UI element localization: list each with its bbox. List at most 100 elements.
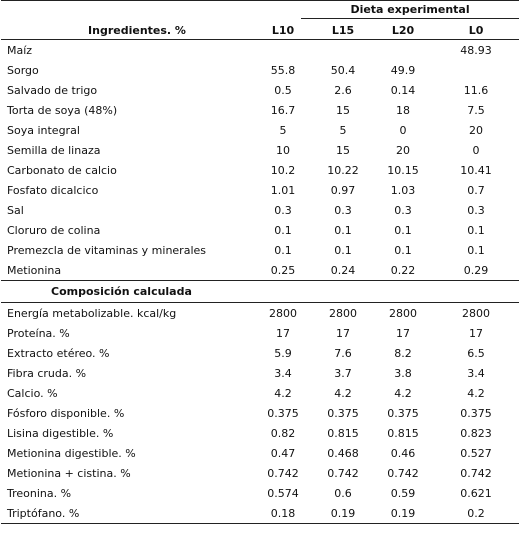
row-label: Triptófano. % [1, 503, 253, 524]
row-label: Salvado de trigo [7, 83, 98, 97]
row-value: 0.19 [373, 503, 433, 524]
row-label: Maíz [7, 43, 33, 57]
row-value: 0.1 [467, 223, 485, 237]
ingredients-row: Metionina 0.25 0.24 0.22 0.29 [1, 260, 520, 281]
row-value: 4.2 [394, 386, 412, 400]
row-value: 7.5 [467, 103, 485, 117]
row-value: 0.5 [274, 83, 292, 97]
row-value: 20 [396, 143, 410, 157]
row-value: 11.6 [463, 83, 489, 97]
ingredients-header: Ingredientes. % [1, 21, 253, 40]
row-value: 0.19 [313, 503, 373, 524]
row-label: Energía metabolizable. kcal/kg [7, 306, 177, 320]
row-value: 50.4 [330, 63, 356, 77]
composition-row: Extracto etéreo. % 5.9 7.6 8.2 6.5 [1, 343, 519, 363]
row-label: Treonina. % [7, 486, 72, 500]
row-value: 55.8 [270, 63, 296, 77]
row-label: Calcio. % [7, 386, 58, 400]
row-value: 2800 [329, 306, 357, 320]
row-value: 0.1 [274, 243, 292, 257]
composition-row: Calcio. % 4.2 4.2 4.2 4.2 [1, 383, 519, 403]
row-value: 15 [336, 143, 350, 157]
row-label: Cloruro de colina [7, 223, 101, 237]
row-label: Sal [7, 203, 24, 217]
row-value: 20 [469, 123, 484, 137]
ingredients-row: Fosfato dicalcico 1.01 0.97 1.03 0.7 [1, 180, 519, 200]
ingredients-row: Sorgo 55.8 50.4 49.9 [1, 60, 519, 80]
row-value: 2.6 [334, 83, 352, 97]
row-value: 0.14 [390, 83, 416, 97]
row-value [433, 60, 519, 80]
row-value: 0.621 [460, 486, 492, 500]
row-value: 8.2 [394, 346, 412, 360]
row-label: Soya integral [7, 123, 80, 137]
row-value: 0.1 [274, 223, 292, 237]
row-value: 0.527 [460, 446, 492, 460]
composition-row: Fósforo disponible. % 0.375 0.375 0.375 0.37… [1, 403, 519, 423]
row-value: 0.815 [387, 426, 419, 440]
row-value: 6.5 [467, 346, 485, 360]
row-value: 0.82 [270, 426, 296, 440]
row-value: 7.6 [334, 346, 352, 360]
row-value [313, 40, 373, 61]
row-value: 5 [339, 123, 347, 137]
ingredients-row: Carbonato de calcio 10.2 10.22 10.15 10.41 [1, 160, 519, 180]
row-value: 5 [279, 123, 287, 137]
ingredients-row: Sal 0.3 0.3 0.3 0.3 [1, 200, 519, 220]
row-label: Semilla de linaza [7, 143, 101, 157]
ingredients-row: Torta de soya (48%) 16.7 15 18 7.5 [1, 100, 519, 120]
row-value: 18 [396, 103, 410, 117]
row-value [253, 40, 313, 61]
composition-row: Energía metabolizable. kcal/kg 2800 2800 28… [1, 303, 519, 324]
row-label: Torta de soya (48%) [7, 103, 118, 117]
row-label: Premezcla de vitaminas y minerales [7, 243, 206, 257]
ingredients-row: Salvado de trigo 0.5 2.6 0.14 11.6 [1, 80, 519, 100]
composition-row: Triptófano. % 0.18 0.19 0.19 0.2 [1, 503, 520, 524]
diet-group-title-cell: Dieta experimental [253, 0, 520, 21]
row-value: 0 [399, 123, 407, 137]
row-value: 3.4 [274, 366, 292, 380]
row-value: 0.742 [387, 466, 419, 480]
row-value: 4.2 [274, 386, 292, 400]
row-value: 0.2 [433, 503, 520, 524]
row-value: 4.2 [334, 386, 352, 400]
composition-row: Metionina + cistina. % 0.742 0.742 0.742 0.7… [1, 463, 519, 483]
row-value: 17 [276, 326, 290, 340]
row-label: Extracto etéreo. % [7, 346, 110, 360]
row-value: 5.9 [274, 346, 292, 360]
row-value: 2800 [462, 306, 491, 320]
row-value: 0.3 [334, 203, 352, 217]
row-label: Fosfato dicalcico [7, 183, 99, 197]
row-value: 0.815 [327, 426, 359, 440]
row-value: 0.1 [334, 243, 352, 257]
row-label: Lisina digestible. % [7, 426, 114, 440]
row-value: 10.2 [270, 163, 296, 177]
row-value: 0.574 [267, 486, 299, 500]
row-label: Fósforo disponible. % [7, 406, 125, 420]
row-value: 1.03 [390, 183, 416, 197]
row-label: Metionina + cistina. % [7, 466, 131, 480]
row-value: 3.8 [394, 366, 412, 380]
row-label: Proteína. % [7, 326, 70, 340]
row-value: 17 [396, 326, 410, 340]
table-header-columns-row: Ingredientes. % L10 L15 L20 L0 [1, 21, 520, 40]
row-value: 2800 [269, 306, 297, 320]
column-header-l10: L10 [253, 21, 313, 40]
ingredients-row: Premezcla de vitaminas y minerales 0.1 0.1… [1, 240, 519, 260]
row-value: 0.25 [253, 260, 313, 281]
row-value: 0.468 [327, 446, 359, 460]
row-value: 0.46 [390, 446, 416, 460]
row-value: 0.18 [253, 503, 313, 524]
row-value: 17 [336, 326, 350, 340]
row-value: 0.375 [460, 406, 492, 420]
row-value: 0.24 [313, 260, 373, 281]
row-value: 0.97 [330, 183, 356, 197]
row-value: 0.375 [267, 406, 299, 420]
row-value: 10.41 [460, 163, 492, 177]
column-header-l15: L15 [313, 21, 373, 40]
row-value: 0.823 [460, 426, 492, 440]
row-label: Metionina digestible. % [7, 446, 136, 460]
row-value: 3.4 [467, 366, 485, 380]
row-value: 0.3 [274, 203, 292, 217]
column-header-l0: L0 [433, 21, 520, 40]
